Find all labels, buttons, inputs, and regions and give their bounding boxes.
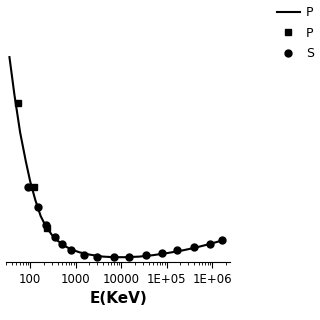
X-axis label: E(KeV): E(KeV) — [90, 292, 147, 306]
Legend: P, P, S: P, P, S — [277, 6, 314, 60]
